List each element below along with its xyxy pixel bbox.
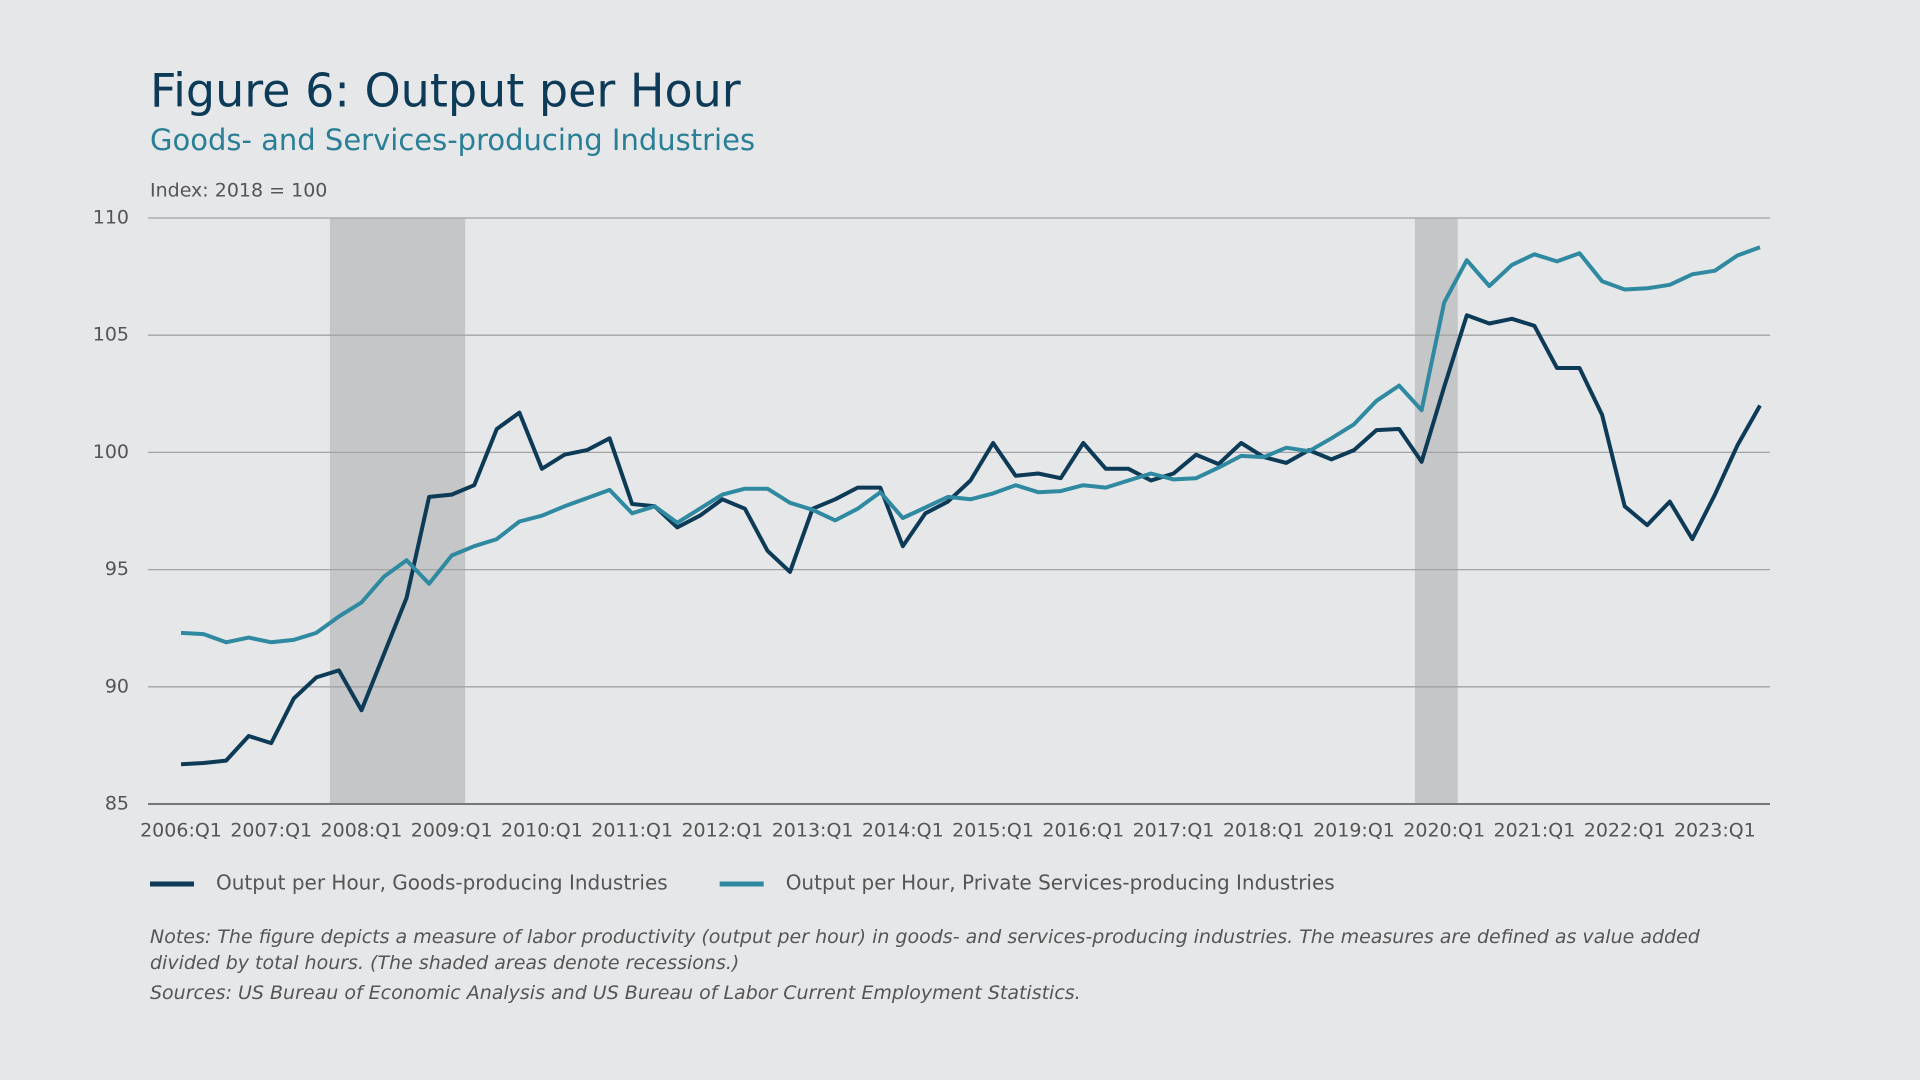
y-tick-label: 90 bbox=[105, 675, 129, 697]
x-tick-label: 2007:Q1 bbox=[230, 820, 312, 842]
x-tick-label: 2022:Q1 bbox=[1584, 820, 1666, 842]
x-tick-label: 2018:Q1 bbox=[1223, 820, 1305, 842]
chart-subtitle: Goods- and Services-producing Industries bbox=[150, 123, 755, 157]
x-tick-label: 2012:Q1 bbox=[681, 820, 763, 842]
y-tick-label: 100 bbox=[93, 441, 129, 463]
x-tick-label: 2017:Q1 bbox=[1133, 820, 1215, 842]
series-line bbox=[180, 245, 1761, 645]
legend-label: Output per Hour, Goods-producing Industr… bbox=[216, 871, 668, 895]
x-tick-label: 2016:Q1 bbox=[1042, 820, 1124, 842]
chart-title: Figure 6: Output per Hour bbox=[150, 64, 741, 118]
x-tick-label: 2009:Q1 bbox=[411, 820, 493, 842]
y-tick-label: 85 bbox=[105, 793, 129, 815]
y-tick-label: 95 bbox=[105, 558, 129, 580]
sources: Sources: US Bureau of Economic Analysis … bbox=[150, 982, 1081, 1004]
series-line bbox=[180, 313, 1762, 767]
y-tick-label: 110 bbox=[93, 207, 129, 229]
x-tick-label: 2013:Q1 bbox=[772, 820, 854, 842]
x-tick-label: 2023:Q1 bbox=[1674, 820, 1756, 842]
x-tick-label: 2020:Q1 bbox=[1403, 820, 1485, 842]
y-axis-label: Index: 2018 = 100 bbox=[150, 180, 327, 202]
y-tick-label: 105 bbox=[93, 324, 129, 346]
x-tick-label: 2021:Q1 bbox=[1494, 820, 1576, 842]
x-tick-label: 2006:Q1 bbox=[140, 820, 222, 842]
notes: Notes: The figure depicts a measure of l… bbox=[150, 926, 1700, 974]
legend-label: Output per Hour, Private Services-produc… bbox=[786, 871, 1335, 895]
x-tick-label: 2010:Q1 bbox=[501, 820, 583, 842]
x-tick-label: 2019:Q1 bbox=[1313, 820, 1395, 842]
recession-shade bbox=[1414, 218, 1458, 804]
x-tick-label: 2015:Q1 bbox=[952, 820, 1034, 842]
x-tick-label: 2014:Q1 bbox=[862, 820, 944, 842]
x-tick-label: 2011:Q1 bbox=[591, 820, 673, 842]
recession-shade bbox=[329, 218, 466, 804]
x-tick-label: 2008:Q1 bbox=[321, 820, 403, 842]
